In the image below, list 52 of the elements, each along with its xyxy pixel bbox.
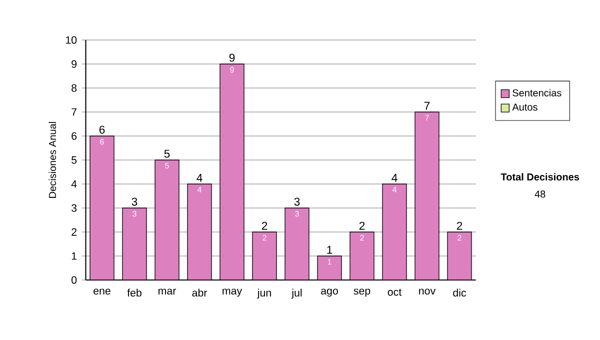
total-label: 4 — [392, 174, 398, 182]
total-label: 2 — [456, 222, 462, 230]
x-tick-label: ago — [321, 288, 338, 297]
y-tick-label: 2 — [72, 228, 77, 236]
x-tick-label: jun — [257, 288, 271, 299]
total-label: 4 — [196, 174, 202, 182]
text: 48 — [534, 190, 546, 198]
y-tick-label: 7 — [72, 108, 77, 116]
x-tick-label: jul — [291, 288, 302, 299]
total-label: 2 — [262, 222, 268, 230]
y-axis-title: Decisiones Anual — [48, 122, 56, 198]
total-label: 3 — [294, 198, 300, 206]
data-label: 2 — [360, 234, 364, 241]
text: Total Decisiones — [500, 173, 580, 180]
y-tick-label: 9 — [72, 60, 77, 68]
y-tick-label: 6 — [72, 132, 77, 140]
total-label: 6 — [99, 126, 105, 134]
y-tick-label: 3 — [72, 204, 77, 212]
x-tick-label: mar — [158, 288, 176, 295]
y-tick-label: 1 — [72, 252, 77, 260]
y-tick-label: 0 — [72, 276, 77, 284]
data-label: 7 — [425, 114, 429, 120]
total-label: 3 — [132, 198, 138, 206]
legend-label: Sentencias — [512, 89, 562, 96]
x-tick-label: sep — [354, 288, 370, 297]
y-tick-label: 10 — [66, 36, 77, 44]
data-label: 1 — [328, 258, 332, 264]
x-tick-label: ene — [94, 288, 110, 295]
legend-label: Autos — [512, 104, 538, 111]
total-label: 2 — [359, 222, 365, 230]
data-label: 3 — [132, 210, 136, 217]
data-label: 6 — [100, 138, 104, 145]
y-tick-label: 5 — [72, 156, 77, 164]
data-label: 3 — [295, 210, 299, 217]
data-label: 9 — [230, 66, 234, 73]
data-label: 4 — [197, 186, 202, 192]
data-label: 2 — [262, 234, 266, 241]
x-tick-label: feb — [127, 288, 142, 297]
total-label: 7 — [424, 102, 430, 110]
total-label: 9 — [229, 54, 235, 62]
y-tick-label: 8 — [72, 84, 77, 92]
x-tick-label: nov — [419, 288, 436, 295]
total-label: 5 — [164, 150, 170, 158]
y-tick-label: 4 — [71, 180, 77, 188]
x-tick-label: dic — [453, 288, 466, 297]
x-tick-label: may — [222, 288, 242, 297]
data-label: 2 — [458, 234, 462, 241]
data-label: 4 — [392, 186, 397, 192]
data-label: 5 — [165, 162, 169, 169]
total-label: 1 — [327, 246, 332, 254]
x-tick-label: abr — [192, 288, 208, 297]
x-tick-label: oct — [388, 288, 402, 296]
